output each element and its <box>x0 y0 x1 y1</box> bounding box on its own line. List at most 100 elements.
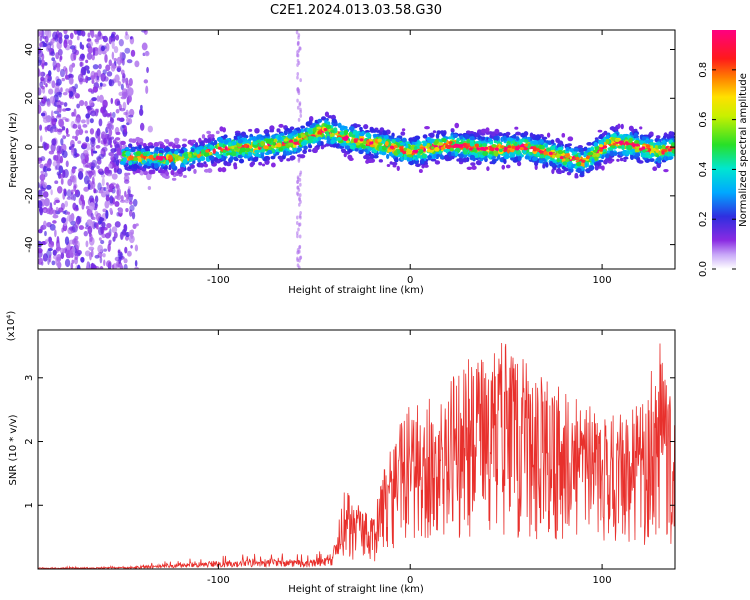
band-mark <box>307 139 314 144</box>
band-mark <box>563 167 569 172</box>
band-mark <box>206 152 210 156</box>
noise-mark <box>127 87 134 97</box>
noise-mark <box>55 164 61 171</box>
noise-mark <box>114 256 120 262</box>
band-mark <box>354 148 359 152</box>
band-mark <box>372 134 379 138</box>
noise-mark <box>75 219 79 229</box>
noise-mark <box>90 148 94 157</box>
noise-mark <box>117 251 124 260</box>
band-mark <box>173 150 179 155</box>
band-mark <box>434 147 440 152</box>
noise-mark <box>110 155 115 162</box>
noise-mark <box>96 128 101 137</box>
band-mark <box>403 156 408 161</box>
noise-mark <box>47 70 52 77</box>
stripe-mark <box>296 53 300 58</box>
band-mark <box>493 135 499 142</box>
band-mark <box>414 157 419 161</box>
noise-mark <box>98 63 102 70</box>
band-mark <box>340 142 347 147</box>
noise-mark <box>82 124 88 128</box>
band-mark <box>260 154 265 159</box>
noise-mark <box>110 148 117 153</box>
noise-mark <box>80 256 85 263</box>
band-peak-mark <box>468 147 473 151</box>
noise-mark <box>124 198 130 204</box>
band-mark <box>519 140 523 145</box>
band-mark <box>591 158 595 164</box>
band-mark <box>392 164 397 168</box>
noise-mark <box>54 180 59 185</box>
noise-mark <box>56 101 60 106</box>
band-mark <box>300 133 306 138</box>
noise-mark <box>109 195 114 204</box>
noise-mark <box>134 266 140 269</box>
band-mark <box>609 150 614 154</box>
noise-mark <box>100 106 104 113</box>
band-mark <box>594 165 599 171</box>
band-mark <box>655 154 660 158</box>
noise-mark <box>94 195 99 204</box>
noise-mark <box>45 75 49 80</box>
band-mark <box>199 162 205 168</box>
noise-mark <box>46 168 52 172</box>
band-peak-mark <box>500 145 505 149</box>
noise-mark <box>66 211 71 215</box>
band-mark <box>449 147 454 152</box>
noise-mark <box>72 135 75 139</box>
band-mark <box>592 149 598 153</box>
stripe-mark <box>297 91 301 96</box>
band-mark <box>436 153 441 158</box>
stripe-mark <box>299 113 303 118</box>
band-mark <box>316 126 322 130</box>
noise-mark <box>44 126 48 133</box>
band-mark <box>532 140 539 145</box>
band-mark <box>378 150 383 155</box>
band-mark <box>330 129 335 133</box>
noise-mark <box>62 134 66 140</box>
noise-mark <box>85 59 89 64</box>
band-mark <box>365 154 370 160</box>
noise-mark <box>98 85 103 90</box>
noise-mark <box>124 33 130 40</box>
band-mark <box>510 157 516 161</box>
band-mark <box>231 145 235 150</box>
band-mark <box>278 147 284 152</box>
noise-mark <box>48 88 54 95</box>
top-ylabel: Frequency (Hz) <box>8 112 19 188</box>
band-mark <box>211 134 215 138</box>
band-mark <box>348 126 355 131</box>
band-mark <box>462 147 467 153</box>
noise-mark <box>120 117 125 122</box>
noise-mark <box>119 107 126 112</box>
band-mark <box>550 139 555 144</box>
noise-mark <box>101 146 108 152</box>
noise-mark <box>50 241 54 246</box>
noise-mark <box>48 150 55 155</box>
band-mark <box>142 155 147 159</box>
noise-mark <box>53 201 57 206</box>
band-mark <box>626 144 633 150</box>
noise-mark <box>114 201 120 207</box>
band-mark <box>613 151 618 156</box>
noise-mark <box>64 200 69 208</box>
noise-mark <box>46 101 51 107</box>
band-mark <box>239 147 246 153</box>
noise-mark <box>68 73 74 79</box>
band-mark <box>655 148 659 153</box>
band-mark <box>440 130 445 134</box>
band-mark <box>371 129 377 133</box>
band-mark <box>384 134 389 140</box>
noise-mark <box>89 118 94 124</box>
colorbar-scale <box>712 30 736 269</box>
noise-mark <box>80 66 86 76</box>
noise-mark <box>57 128 63 133</box>
band-peak-mark <box>393 145 398 149</box>
band-mark <box>316 144 321 148</box>
stripe-mark <box>298 101 302 106</box>
noise-mark <box>72 193 76 202</box>
stripe-mark <box>297 158 301 163</box>
band-mark <box>469 154 476 160</box>
band-mark <box>448 136 452 140</box>
